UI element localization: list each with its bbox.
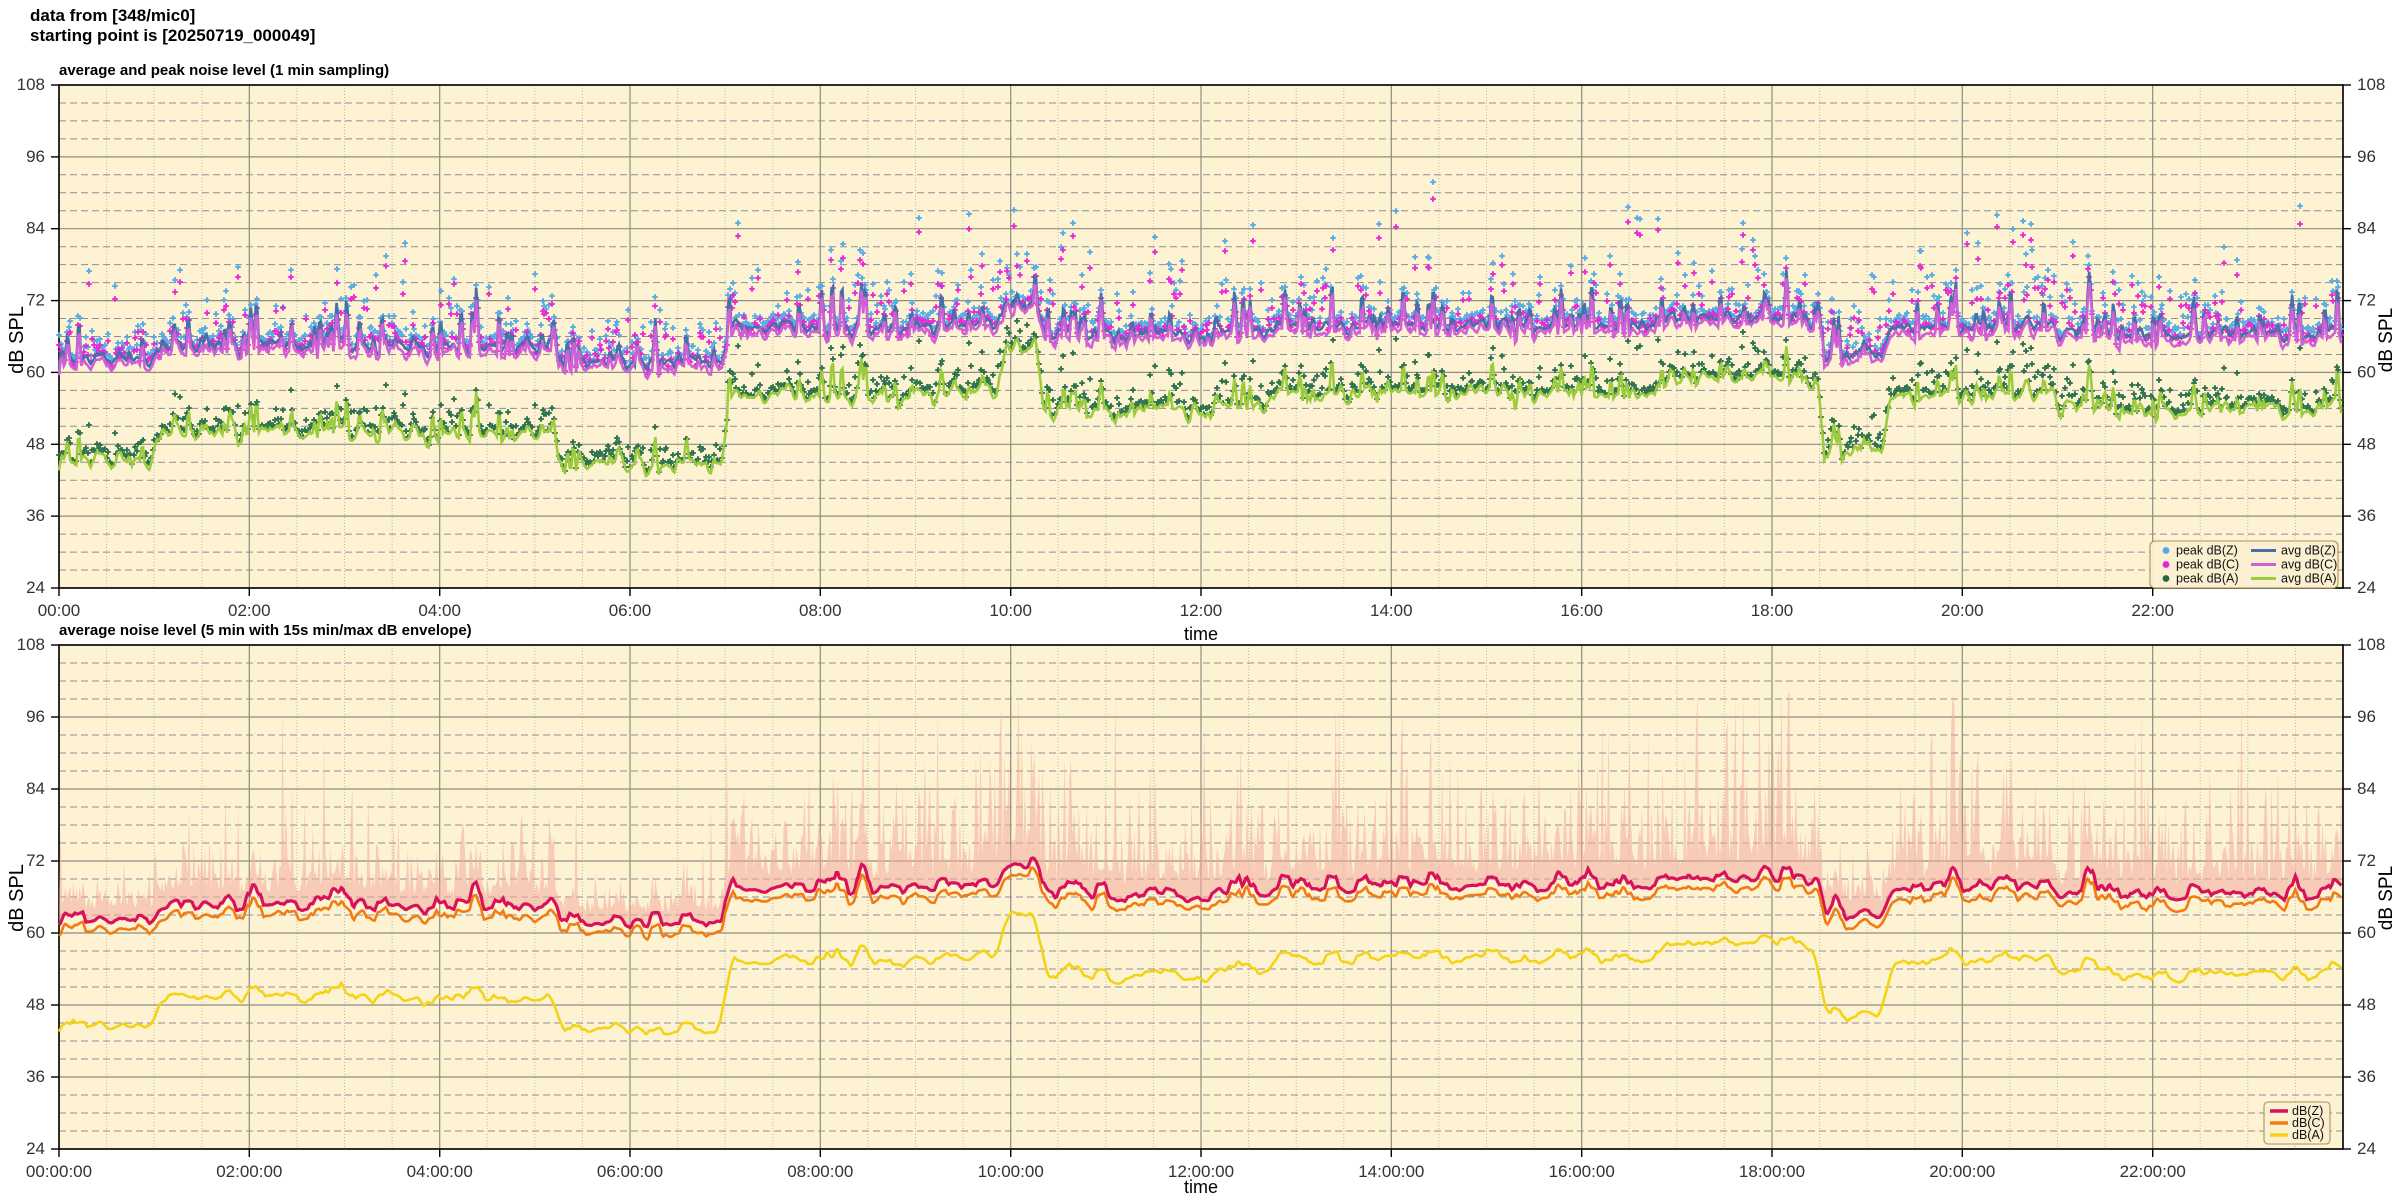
- svg-text:dB SPL: dB SPL: [2376, 866, 2397, 930]
- svg-text:48: 48: [2357, 434, 2376, 453]
- svg-text:20:00: 20:00: [1941, 601, 1984, 620]
- svg-text:36: 36: [26, 1067, 45, 1086]
- svg-text:22:00: 22:00: [2131, 601, 2174, 620]
- svg-text:72: 72: [2357, 851, 2376, 870]
- svg-text:12:00: 12:00: [1180, 601, 1223, 620]
- svg-text:peak dB(Z): peak dB(Z): [2176, 544, 2238, 558]
- svg-text:72: 72: [26, 291, 45, 310]
- svg-text:avg dB(Z): avg dB(Z): [2281, 544, 2336, 558]
- svg-text:time: time: [1184, 1177, 1218, 1197]
- svg-text:16:00:00: 16:00:00: [1549, 1162, 1615, 1181]
- svg-text:time: time: [1184, 624, 1218, 644]
- svg-text:00:00:00: 00:00:00: [26, 1162, 92, 1181]
- svg-text:108: 108: [17, 635, 45, 654]
- svg-text:04:00:00: 04:00:00: [407, 1162, 473, 1181]
- svg-text:96: 96: [2357, 147, 2376, 166]
- svg-text:36: 36: [2357, 506, 2376, 525]
- svg-text:06:00: 06:00: [609, 601, 652, 620]
- svg-text:14:00: 14:00: [1370, 601, 1413, 620]
- svg-text:00:00: 00:00: [38, 601, 81, 620]
- svg-text:18:00: 18:00: [1751, 601, 1794, 620]
- svg-text:72: 72: [2357, 291, 2376, 310]
- svg-text:108: 108: [17, 75, 45, 94]
- svg-text:10:00: 10:00: [989, 601, 1032, 620]
- svg-text:16:00: 16:00: [1560, 601, 1603, 620]
- svg-text:10:00:00: 10:00:00: [978, 1162, 1044, 1181]
- svg-text:84: 84: [2357, 779, 2376, 798]
- svg-text:24: 24: [26, 578, 45, 597]
- svg-text:60: 60: [26, 362, 45, 381]
- svg-text:14:00:00: 14:00:00: [1358, 1162, 1424, 1181]
- svg-text:04:00: 04:00: [418, 601, 461, 620]
- svg-text:60: 60: [26, 923, 45, 942]
- svg-text:72: 72: [26, 851, 45, 870]
- svg-text:avg dB(A): avg dB(A): [2281, 572, 2337, 586]
- svg-text:06:00:00: 06:00:00: [597, 1162, 663, 1181]
- svg-text:24: 24: [2357, 1139, 2376, 1158]
- svg-text:60: 60: [2357, 362, 2376, 381]
- svg-text:dB SPL: dB SPL: [6, 306, 28, 374]
- svg-text:24: 24: [2357, 578, 2376, 597]
- svg-text:24: 24: [26, 1139, 45, 1158]
- svg-text:avg dB(C): avg dB(C): [2281, 558, 2337, 572]
- svg-text:02:00:00: 02:00:00: [216, 1162, 282, 1181]
- svg-text:108: 108: [2357, 75, 2385, 94]
- svg-text:48: 48: [26, 434, 45, 453]
- svg-text:36: 36: [2357, 1067, 2376, 1086]
- svg-text:peak dB(A): peak dB(A): [2176, 572, 2239, 586]
- svg-text:22:00:00: 22:00:00: [2120, 1162, 2186, 1181]
- svg-text:84: 84: [26, 779, 45, 798]
- svg-text:20:00:00: 20:00:00: [1929, 1162, 1995, 1181]
- svg-text:60: 60: [2357, 923, 2376, 942]
- svg-text:96: 96: [26, 147, 45, 166]
- svg-text:dB SPL: dB SPL: [6, 864, 28, 932]
- svg-text:84: 84: [2357, 219, 2376, 238]
- svg-text:48: 48: [2357, 995, 2376, 1014]
- svg-text:84: 84: [26, 219, 45, 238]
- svg-text:96: 96: [26, 707, 45, 726]
- svg-text:48: 48: [26, 995, 45, 1014]
- svg-text:02:00: 02:00: [228, 601, 271, 620]
- svg-text:dB SPL: dB SPL: [2376, 308, 2397, 372]
- svg-text:18:00:00: 18:00:00: [1739, 1162, 1805, 1181]
- svg-text:peak dB(C): peak dB(C): [2176, 558, 2239, 572]
- svg-text:96: 96: [2357, 707, 2376, 726]
- svg-text:08:00: 08:00: [799, 601, 842, 620]
- svg-text:108: 108: [2357, 635, 2385, 654]
- svg-text:36: 36: [26, 506, 45, 525]
- svg-text:08:00:00: 08:00:00: [787, 1162, 853, 1181]
- svg-text:dB(A): dB(A): [2292, 1128, 2324, 1142]
